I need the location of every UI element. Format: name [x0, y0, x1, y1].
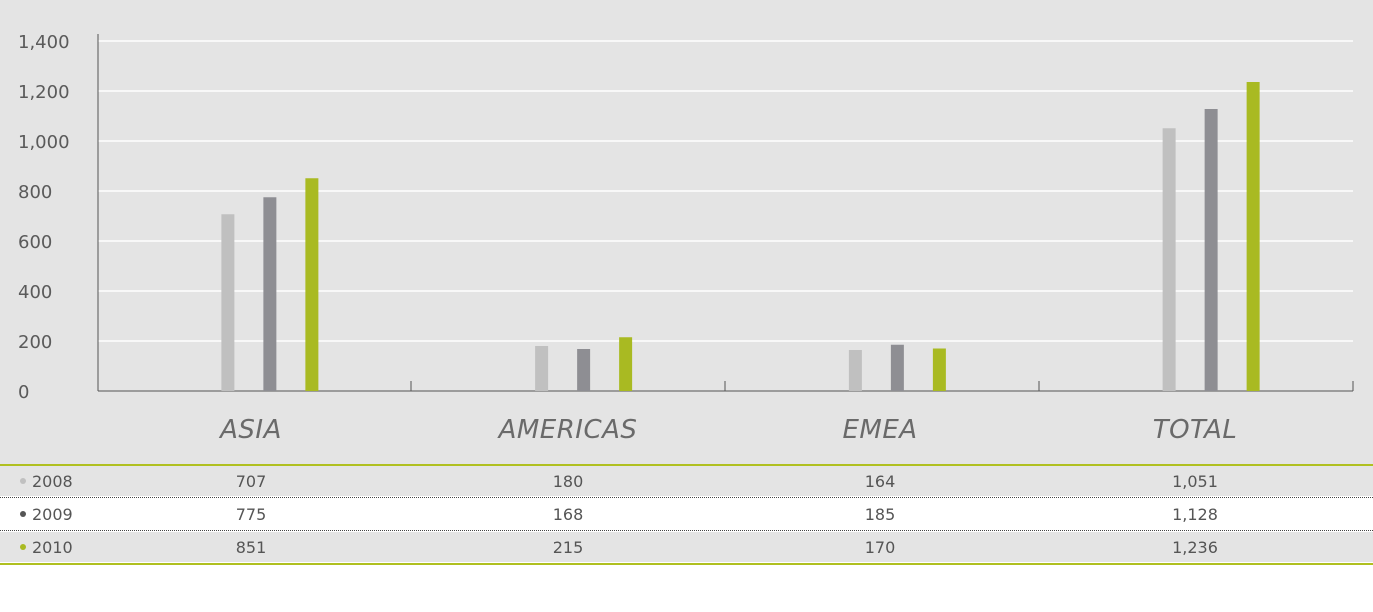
- table-cell: 1,051: [1172, 472, 1218, 491]
- bar-2010-emea: [932, 348, 946, 391]
- bar-2009-americas: [577, 349, 591, 391]
- y-tick-label: 0: [18, 382, 29, 403]
- series-dot-2010: [20, 543, 26, 550]
- bar-2009-total: [1204, 109, 1218, 391]
- category-label: TOTAL: [1153, 415, 1238, 445]
- data-table: 2008 707 180 164 1,051 2009 775 168 185 …: [0, 464, 1373, 612]
- table-cell: 1,236: [1172, 538, 1218, 557]
- row-label-text: 2010: [32, 538, 73, 557]
- bar-2008-americas: [535, 346, 549, 391]
- table-bottom-rule: [0, 563, 1373, 565]
- y-axis-ticks: 0 200 400 600 800 1,000 1,200 1,400: [18, 32, 70, 403]
- table-cell: 170: [864, 538, 896, 557]
- table-cell: 164: [864, 472, 896, 491]
- y-tick-label: 1,200: [18, 82, 70, 103]
- bar-2010-total: [1246, 82, 1260, 391]
- table-row-divider: [0, 530, 1373, 531]
- table-cell: 851: [235, 538, 267, 557]
- table-row: 2009 775 168 185 1,128: [0, 499, 1373, 529]
- bar-2009-emea: [890, 344, 904, 391]
- table-row: 2008 707 180 164 1,051: [0, 466, 1373, 496]
- chart-panel: 0 200 400 600 800 1,000 1,200 1,400 ASIA AMERIC…: [0, 0, 1373, 465]
- y-tick-label: 1,000: [18, 132, 70, 153]
- bar-2010-americas: [619, 337, 633, 391]
- row-label: 2010: [20, 538, 73, 557]
- table-cell: 215: [552, 538, 584, 557]
- y-tick-label: 600: [18, 232, 52, 253]
- series-dot-2009: [20, 510, 26, 517]
- table-top-rule: [0, 464, 1373, 466]
- category-label: EMEA: [842, 415, 917, 445]
- bars: [221, 82, 1260, 391]
- bar-2008-asia: [221, 214, 235, 391]
- category-label: ASIA: [218, 415, 282, 445]
- row-label: 2008: [20, 472, 73, 491]
- table-cell: 707: [235, 472, 267, 491]
- row-label-text: 2009: [32, 505, 73, 524]
- table-row-divider: [0, 497, 1373, 498]
- table-cell: 168: [552, 505, 584, 524]
- bar-chart: 0 200 400 600 800 1,000 1,200 1,400 ASIA AMERIC…: [18, 32, 1354, 445]
- table-cell: 180: [552, 472, 584, 491]
- y-tick-label: 1,400: [18, 32, 70, 53]
- series-dot-2008: [20, 477, 26, 484]
- row-label: 2009: [20, 505, 73, 524]
- row-label-text: 2008: [32, 472, 73, 491]
- y-tick-label: 400: [18, 282, 52, 303]
- table-cell: 185: [864, 505, 896, 524]
- category-labels: ASIA AMERICAS EMEA TOTAL: [218, 415, 1237, 445]
- bar-2010-asia: [305, 178, 319, 391]
- category-label: AMERICAS: [497, 415, 638, 445]
- table-row: 2010 851 215 170 1,236: [0, 532, 1373, 562]
- y-tick-label: 800: [18, 182, 52, 203]
- bar-2009-asia: [263, 197, 277, 391]
- y-tick-label: 200: [18, 332, 52, 353]
- table-cell: 775: [235, 505, 267, 524]
- bar-2008-emea: [848, 350, 862, 391]
- bar-2008-total: [1162, 128, 1176, 391]
- table-cell: 1,128: [1172, 505, 1218, 524]
